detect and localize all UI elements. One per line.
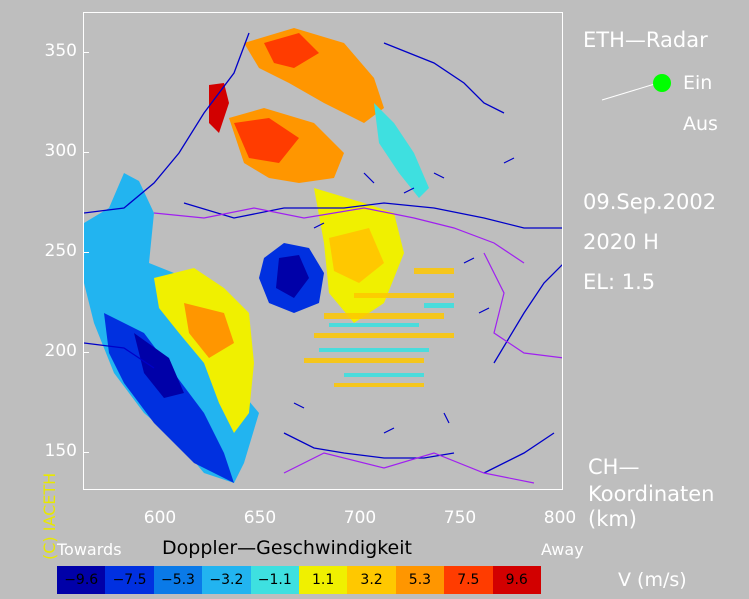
echo-region-speckle-east <box>304 268 454 387</box>
colorbar-bin: −5.3 <box>153 566 203 594</box>
colorbar-bin: 3.2 <box>347 566 396 594</box>
echo-region-speckle-east-cyan <box>319 303 454 377</box>
y-tick-mark <box>83 452 89 453</box>
x-tick-label: 600 <box>143 508 177 528</box>
colorbar-bin: 9.6 <box>492 566 541 594</box>
echo-region-far-north-red <box>209 83 229 133</box>
colorbar-bin: −9.6 <box>57 566 106 594</box>
echo-region-central-blue-core <box>276 255 309 298</box>
y-tick-mark <box>83 52 89 53</box>
y-tick-label: 250 <box>44 241 77 261</box>
status-off-label: Aus <box>683 113 718 135</box>
legend-unit: V (m/s) <box>618 569 687 591</box>
coords-unit: (km) <box>588 507 638 531</box>
coords-title-line2: Koordinaten <box>588 482 715 506</box>
radar-map[interactable] <box>83 12 563 490</box>
colorbar-bin: −7.5 <box>105 566 154 594</box>
clutter-ticks <box>293 157 515 434</box>
time-label: 2020 H <box>583 230 659 254</box>
echo-region-towards-west <box>84 173 259 483</box>
coords-title-line1: CH— <box>588 455 640 479</box>
legend-away-label: Away <box>541 540 584 559</box>
echo-region-orange-west <box>184 303 234 358</box>
rivers <box>84 32 562 474</box>
x-tick-label: 800 <box>543 508 577 528</box>
elevation-label: EL: 1.5 <box>583 270 656 294</box>
colorbar-bin: −1.1 <box>250 566 299 594</box>
x-tick-label: 700 <box>343 508 377 528</box>
status-on-label: Ein <box>683 72 713 94</box>
y-tick-mark <box>83 152 89 153</box>
border-lines <box>153 207 562 484</box>
x-tick-label: 650 <box>243 508 277 528</box>
y-tick-label: 200 <box>44 341 77 361</box>
legend-title: Doppler—Geschwindigkeit <box>162 537 412 559</box>
x-tick-label: 750 <box>443 508 477 528</box>
colorbar-bin: 1.1 <box>298 566 348 594</box>
radar-title: ETH—Radar <box>583 28 708 52</box>
echo-region-north-red <box>264 33 319 68</box>
radar-map-svg <box>84 28 562 484</box>
velocity-colorbar: −9.6 −7.5 −5.3 −3.2 −1.1 1.1 3.2 5.3 7.5 9.6 <box>57 566 541 594</box>
y-tick-label: 150 <box>44 441 77 461</box>
y-tick-mark <box>83 252 89 253</box>
colorbar-bin: 7.5 <box>444 566 493 594</box>
y-tick-label: 350 <box>44 41 77 61</box>
colorbar-bin: −3.2 <box>202 566 251 594</box>
y-tick-label: 300 <box>44 141 77 161</box>
date-label: 09.Sep.2002 <box>583 190 717 214</box>
status-indicator <box>601 74 671 101</box>
colorbar-bin: 5.3 <box>395 566 445 594</box>
echo-region-strong-towards <box>104 313 234 483</box>
legend-towards-label: Towards <box>57 540 122 559</box>
echo-region-orange-central <box>329 228 384 283</box>
status-on-dot <box>653 74 671 92</box>
echo-region-core-towards <box>134 333 184 398</box>
echo-region-northeast-band <box>374 103 429 198</box>
y-tick-mark <box>83 352 89 353</box>
echo-region-northwest-red <box>234 118 299 163</box>
